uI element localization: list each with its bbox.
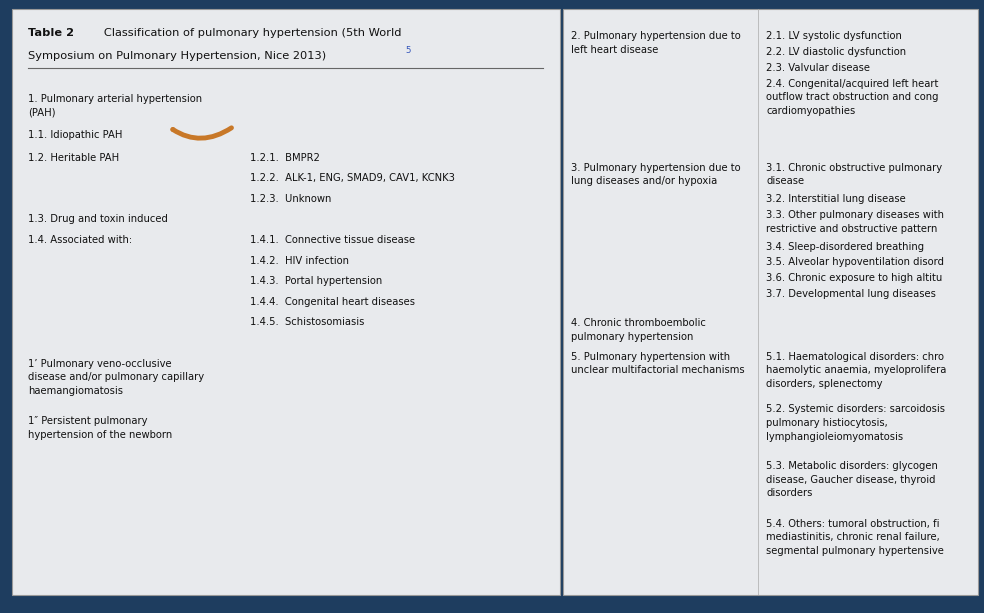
Text: 2.4. Congenital/acquired left heart
outflow tract obstruction and cong
cardiomyo: 2.4. Congenital/acquired left heart outf… <box>767 79 939 116</box>
Text: 1.2. Heritable PAH: 1.2. Heritable PAH <box>29 153 119 162</box>
Text: 1.4.3.  Portal hypertension: 1.4.3. Portal hypertension <box>250 276 383 286</box>
Text: 2.3. Valvular disease: 2.3. Valvular disease <box>767 63 870 73</box>
Text: 5. Pulmonary hypertension with
unclear multifactorial mechanisms: 5. Pulmonary hypertension with unclear m… <box>571 352 745 375</box>
Text: 5.3. Metabolic disorders: glycogen
disease, Gaucher disease, thyroid
disorders: 5.3. Metabolic disorders: glycogen disea… <box>767 461 938 498</box>
Text: 2. Pulmonary hypertension due to
left heart disease: 2. Pulmonary hypertension due to left he… <box>571 31 741 55</box>
Text: 4. Chronic thromboembolic
pulmonary hypertension: 4. Chronic thromboembolic pulmonary hype… <box>571 318 707 342</box>
Text: 5.2. Systemic disorders: sarcoidosis
pulmonary histiocytosis,
lymphangioleiomyom: 5.2. Systemic disorders: sarcoidosis pul… <box>767 405 946 441</box>
Text: 1.4.5.  Schistosomiasis: 1.4.5. Schistosomiasis <box>250 317 365 327</box>
Text: 3.1. Chronic obstructive pulmonary
disease: 3.1. Chronic obstructive pulmonary disea… <box>767 162 943 186</box>
Text: 5.1. Haematological disorders: chro
haemolytic anaemia, myeloprolifera
disorders: 5.1. Haematological disorders: chro haem… <box>767 352 947 389</box>
Text: 1.4.1.  Connective tissue disease: 1.4.1. Connective tissue disease <box>250 235 415 245</box>
Text: 1.4. Associated with:: 1.4. Associated with: <box>29 235 133 245</box>
Text: 3.2. Interstitial lung disease: 3.2. Interstitial lung disease <box>767 194 906 204</box>
Text: 1.4.2.  HIV infection: 1.4.2. HIV infection <box>250 256 349 265</box>
Text: 3. Pulmonary hypertension due to
lung diseases and/or hypoxia: 3. Pulmonary hypertension due to lung di… <box>571 162 741 186</box>
Text: 1’ Pulmonary veno-occlusive
disease and/or pulmonary capillary
haemangiomatosis: 1’ Pulmonary veno-occlusive disease and/… <box>29 359 205 396</box>
Text: 1.3. Drug and toxin induced: 1.3. Drug and toxin induced <box>29 213 168 224</box>
Text: 1.2.3.  Unknown: 1.2.3. Unknown <box>250 194 332 204</box>
FancyArrowPatch shape <box>173 128 231 138</box>
Text: Symposium on Pulmonary Hypertension, Nice 2013): Symposium on Pulmonary Hypertension, Nic… <box>29 51 327 61</box>
Text: 1.2.1.  BMPR2: 1.2.1. BMPR2 <box>250 153 320 162</box>
Text: Classification of pulmonary hypertension (5th World: Classification of pulmonary hypertension… <box>92 28 401 38</box>
Text: Table 2: Table 2 <box>29 28 74 38</box>
Text: 5.4. Others: tumoral obstruction, fi
mediastinitis, chronic renal failure,
segme: 5.4. Others: tumoral obstruction, fi med… <box>767 519 945 556</box>
Text: 5: 5 <box>405 46 411 55</box>
Text: 3.5. Alveolar hypoventilation disord: 3.5. Alveolar hypoventilation disord <box>767 257 945 267</box>
Text: 3.4. Sleep-disordered breathing: 3.4. Sleep-disordered breathing <box>767 242 924 251</box>
Text: 1″ Persistent pulmonary
hypertension of the newborn: 1″ Persistent pulmonary hypertension of … <box>29 416 172 440</box>
Text: 2.1. LV systolic dysfunction: 2.1. LV systolic dysfunction <box>767 31 902 42</box>
Text: 1. Pulmonary arterial hypertension
(PAH): 1. Pulmonary arterial hypertension (PAH) <box>29 94 203 118</box>
Text: 3.6. Chronic exposure to high altitu: 3.6. Chronic exposure to high altitu <box>767 273 943 283</box>
Text: 1.2.2.  ALK-1, ENG, SMAD9, CAV1, KCNK3: 1.2.2. ALK-1, ENG, SMAD9, CAV1, KCNK3 <box>250 173 456 183</box>
Text: 2.2. LV diastolic dysfunction: 2.2. LV diastolic dysfunction <box>767 47 906 57</box>
Text: 1.4.4.  Congenital heart diseases: 1.4.4. Congenital heart diseases <box>250 297 415 306</box>
Text: 3.3. Other pulmonary diseases with
restrictive and obstructive pattern: 3.3. Other pulmonary diseases with restr… <box>767 210 945 234</box>
Text: 3.7. Developmental lung diseases: 3.7. Developmental lung diseases <box>767 289 936 299</box>
Text: 1.1. Idiopathic PAH: 1.1. Idiopathic PAH <box>29 131 123 140</box>
